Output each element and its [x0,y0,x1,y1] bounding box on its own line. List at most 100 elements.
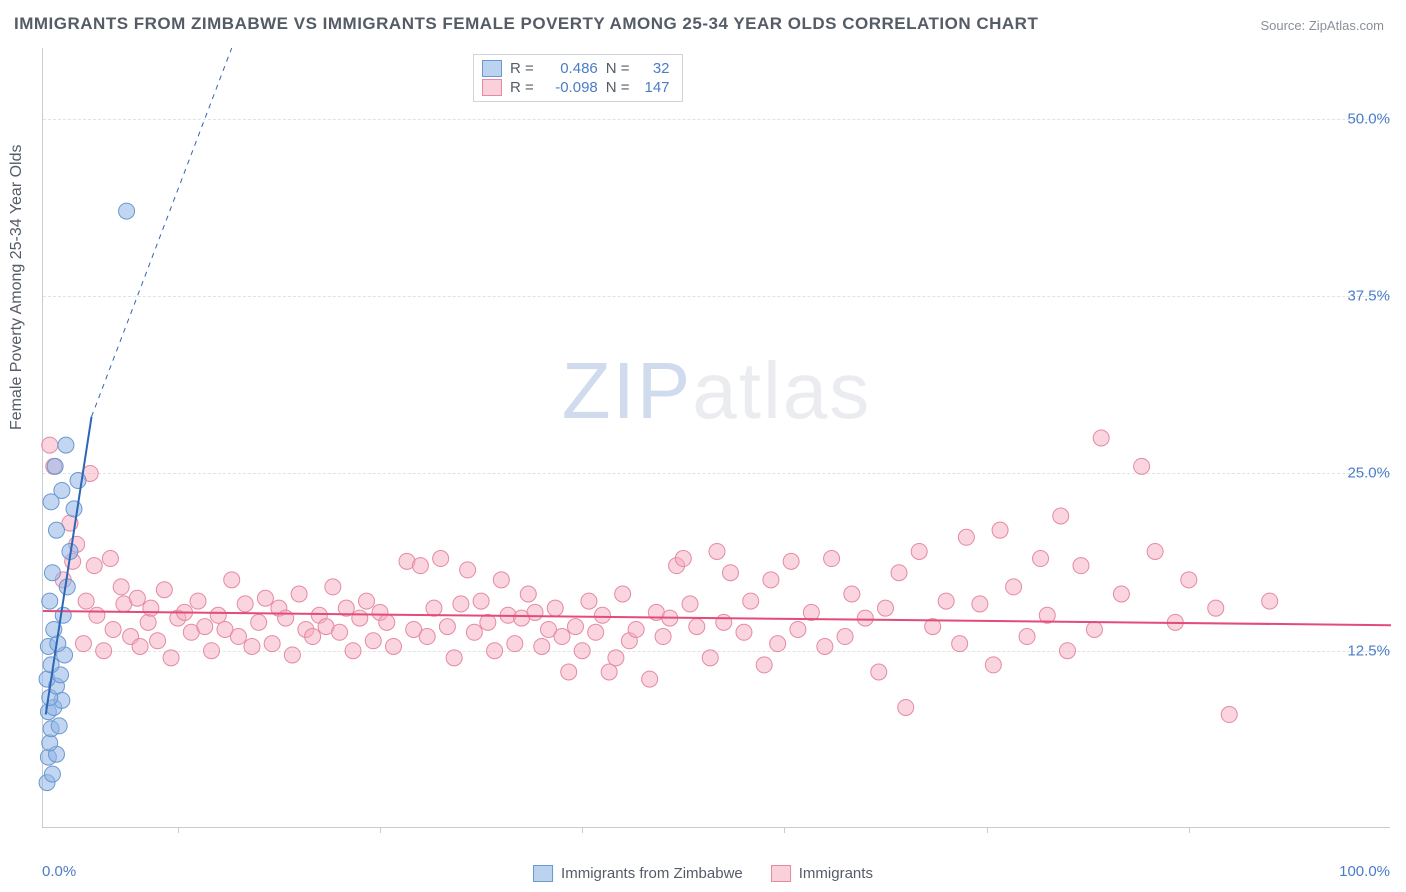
scatter-point-immigrants [574,643,590,659]
scatter-point-immigrants [1208,600,1224,616]
scatter-point-immigrants [439,619,455,635]
source-attribution: Source: ZipAtlas.com [1260,18,1384,33]
scatter-point-immigrants [952,636,968,652]
x-axis-min-label: 0.0% [42,863,76,880]
scatter-point-immigrants [210,607,226,623]
scatter-point-zimbabwe [48,522,64,538]
y-axis-label: Female Poverty Among 25-34 Year Olds [8,145,26,431]
scatter-point-immigrants [190,593,206,609]
scatter-point-immigrants [412,558,428,574]
scatter-point-immigrants [992,522,1008,538]
scatter-point-immigrants [1093,430,1109,446]
scatter-point-immigrants [493,572,509,588]
scatter-point-immigrants [824,551,840,567]
scatter-point-immigrants [1033,551,1049,567]
scatter-point-immigrants [837,629,853,645]
scatter-point-immigrants [642,671,658,687]
scatter-point-immigrants [446,650,462,666]
scatter-point-immigrants [332,624,348,640]
scatter-point-immigrants [871,664,887,680]
swatch-immigrants [482,79,502,96]
scatter-point-immigrants [78,593,94,609]
scatter-point-immigrants [1006,579,1022,595]
scatter-point-zimbabwe [70,473,86,489]
scatter-point-immigrants [487,643,503,659]
scatter-point-immigrants [1262,593,1278,609]
scatter-point-immigrants [466,624,482,640]
scatter-point-immigrants [534,638,550,654]
legend-item-immigrants: Immigrants [771,865,873,882]
stats-r-value-zimbabwe: 0.486 [542,60,598,77]
y-tick-label: 12.5% [1347,642,1390,659]
scatter-point-immigrants [284,647,300,663]
scatter-point-immigrants [615,586,631,602]
scatter-point-immigrants [527,604,543,620]
scatter-point-immigrants [554,629,570,645]
scatter-point-immigrants [675,551,691,567]
scatter-point-immigrants [763,572,779,588]
scatter-point-immigrants [1147,543,1163,559]
scatter-point-immigrants [561,664,577,680]
scatter-point-immigrants [958,529,974,545]
scatter-point-immigrants [547,600,563,616]
scatter-point-immigrants [86,558,102,574]
scatter-point-immigrants [972,596,988,612]
scatter-point-immigrants [102,551,118,567]
scatter-point-immigrants [1086,621,1102,637]
scatter-point-immigrants [42,437,58,453]
scatter-point-immigrants [359,593,375,609]
scatter-point-immigrants [163,650,179,666]
scatter-point-immigrants [113,579,129,595]
scatter-point-immigrants [736,624,752,640]
scatter-point-immigrants [702,650,718,666]
scatter-point-immigrants [722,565,738,581]
stats-legend-box: R = 0.486 N = 32 R = -0.098 N = 147 [473,54,683,102]
scatter-point-zimbabwe [51,718,67,734]
scatter-point-immigrants [1053,508,1069,524]
y-tick-label: 25.0% [1347,465,1390,482]
scatter-point-zimbabwe [42,593,58,609]
scatter-point-immigrants [898,699,914,715]
scatter-point-immigrants [601,664,617,680]
y-tick-label: 37.5% [1347,288,1390,305]
scatter-point-immigrants [156,582,172,598]
x-tick [987,827,988,833]
scatter-point-immigrants [129,590,145,606]
legend-swatch-zimbabwe [533,865,553,882]
x-tick [380,827,381,833]
scatter-point-immigrants [844,586,860,602]
scatter-point-immigrants [567,619,583,635]
scatter-point-immigrants [264,636,280,652]
scatter-point-immigrants [1073,558,1089,574]
scatter-point-immigrants [89,607,105,623]
x-tick [784,827,785,833]
scatter-point-immigrants [105,621,121,637]
scatter-point-immigrants [1059,643,1075,659]
scatter-point-immigrants [96,643,112,659]
scatter-point-immigrants [257,590,273,606]
scatter-point-immigrants [75,636,91,652]
x-tick [178,827,179,833]
scatter-point-immigrants [345,643,361,659]
scatter-point-immigrants [682,596,698,612]
scatter-point-immigrants [237,596,253,612]
scatter-point-immigrants [143,600,159,616]
swatch-zimbabwe [482,60,502,77]
scatter-point-immigrants [480,614,496,630]
legend-swatch-immigrants [771,865,791,882]
scatter-point-immigrants [365,633,381,649]
scatter-point-immigrants [278,610,294,626]
scatter-point-zimbabwe [42,735,58,751]
scatter-point-immigrants [756,657,772,673]
scatter-point-zimbabwe [54,482,70,498]
scatter-point-immigrants [608,650,624,666]
scatter-point-immigrants [433,551,449,567]
scatter-point-immigrants [305,629,321,645]
stats-n-value-immigrants: 147 [638,79,670,96]
x-tick [582,827,583,833]
scatter-point-immigrants [1134,458,1150,474]
scatter-point-immigrants [743,593,759,609]
scatter-point-immigrants [911,543,927,559]
stats-r-value-immigrants: -0.098 [542,79,598,96]
legend-item-zimbabwe: Immigrants from Zimbabwe [533,865,743,882]
